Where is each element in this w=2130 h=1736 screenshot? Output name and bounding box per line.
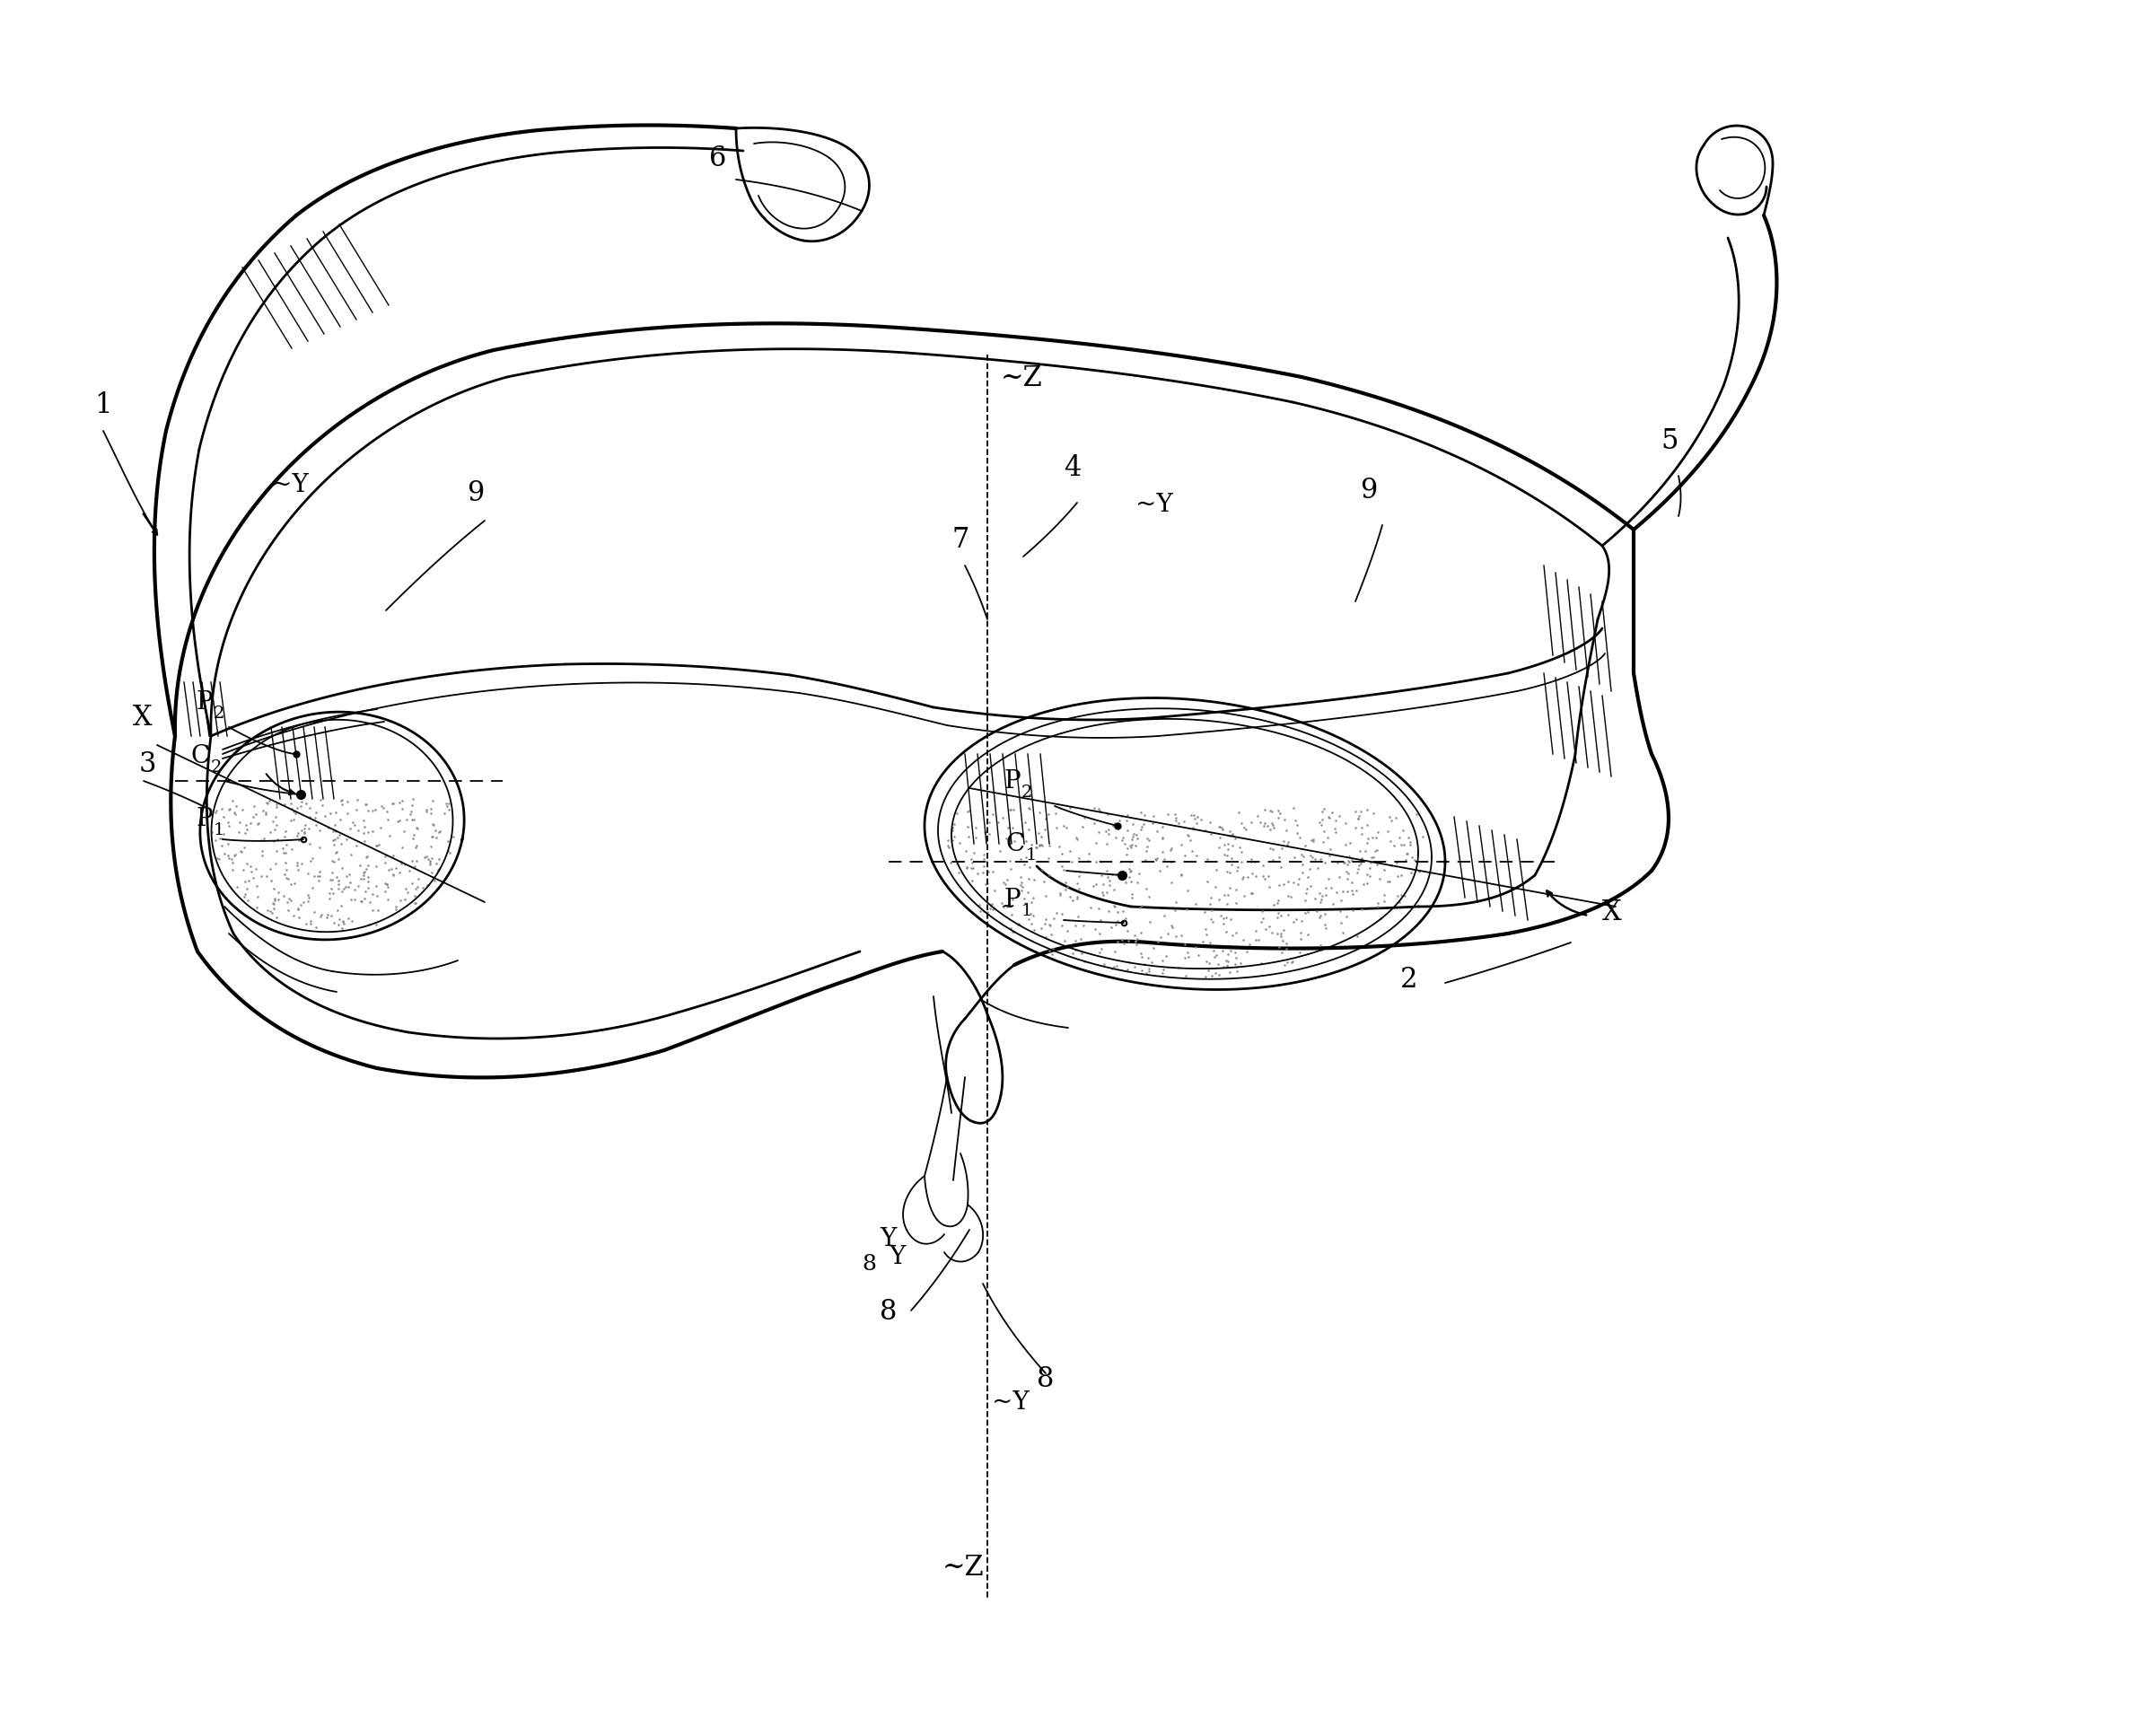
Text: ~Y: ~Y: [1135, 493, 1174, 517]
Text: Y: Y: [880, 1227, 897, 1252]
Text: C: C: [1005, 832, 1025, 856]
Text: 9: 9: [466, 479, 484, 507]
Text: 7: 7: [952, 526, 969, 554]
Text: 5: 5: [1661, 427, 1678, 455]
Text: ~Z: ~Z: [1001, 365, 1044, 392]
Text: P: P: [1003, 769, 1020, 793]
Text: 1: 1: [1022, 903, 1033, 918]
Text: 1: 1: [94, 391, 111, 418]
Text: 1: 1: [1027, 847, 1037, 863]
Text: P: P: [1003, 887, 1020, 911]
Text: ~Y: ~Y: [271, 472, 309, 496]
Text: 2: 2: [1022, 785, 1033, 800]
Text: P: P: [196, 807, 213, 832]
Text: 3: 3: [138, 750, 158, 778]
Text: 6: 6: [709, 144, 726, 172]
Text: C: C: [190, 745, 209, 769]
Text: 2: 2: [211, 759, 222, 776]
Text: 2: 2: [213, 705, 226, 722]
Text: X: X: [132, 703, 151, 731]
Text: ~Y: ~Y: [993, 1391, 1029, 1415]
Text: 1: 1: [213, 823, 226, 838]
Text: P: P: [196, 691, 213, 715]
Text: 2: 2: [1399, 965, 1419, 993]
Text: Y: Y: [888, 1245, 905, 1269]
Text: ~: ~: [1001, 899, 1016, 915]
Text: 8: 8: [880, 1299, 897, 1326]
Text: 8: 8: [863, 1253, 875, 1274]
Text: X: X: [1602, 899, 1621, 927]
Text: 9: 9: [1359, 477, 1378, 505]
Text: 8: 8: [1037, 1364, 1054, 1392]
Text: 4: 4: [1063, 455, 1080, 483]
Text: ~Z: ~Z: [941, 1554, 984, 1581]
